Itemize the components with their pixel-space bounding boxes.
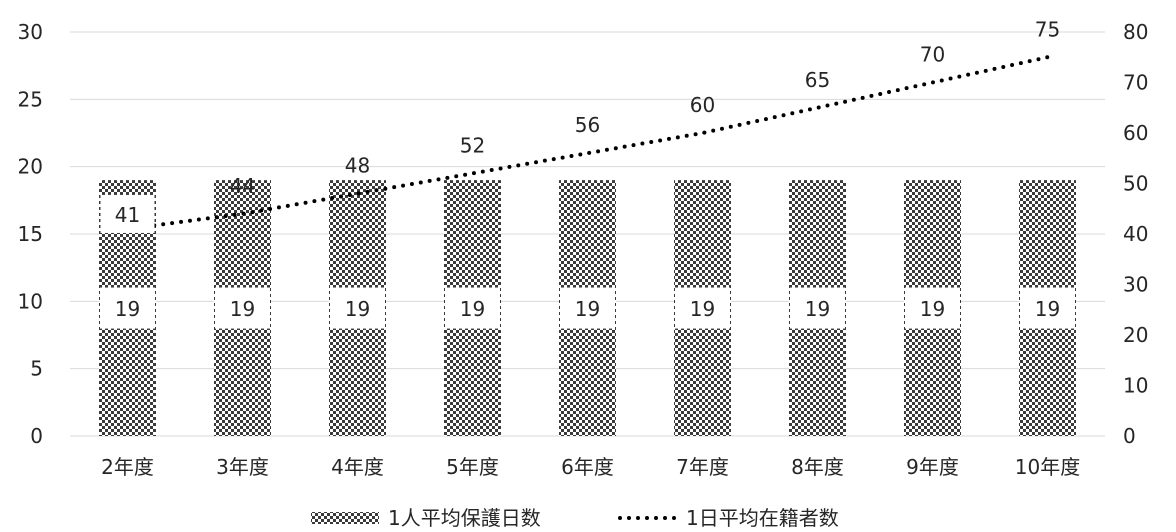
- legend: 1人平均保護日数 1日平均在籍者数: [311, 506, 839, 530]
- bar-data-label: 19: [460, 297, 485, 321]
- y-left-tick-label: 5: [30, 357, 43, 381]
- line-point: [472, 172, 473, 174]
- line-data-label: 56: [575, 113, 600, 137]
- legend-swatch-bar: [311, 512, 379, 524]
- x-tick-label: 4年度: [331, 455, 384, 479]
- bar-series: 19 19 19 19 19 19 19 19 19: [99, 180, 1076, 436]
- bar-label-box: [330, 287, 385, 329]
- y-right-tick-label: 60: [1123, 121, 1148, 145]
- bar-data-label: 19: [690, 297, 715, 321]
- line-data-label: 65: [805, 68, 830, 92]
- x-tick-label: 10年度: [1015, 455, 1080, 479]
- y-left-tick-label: 20: [18, 155, 43, 179]
- line-point: [1047, 56, 1048, 58]
- bar-label-box: [445, 287, 500, 329]
- y-right-tick-label: 70: [1123, 71, 1148, 95]
- y-left-tick-label: 10: [18, 289, 43, 313]
- bar-data-label: 19: [805, 297, 830, 321]
- line-data-label: 60: [690, 93, 715, 117]
- y-right-tick-label: 10: [1123, 374, 1148, 398]
- x-tick-label: 6年度: [561, 455, 614, 479]
- y-right-tick-label: 50: [1123, 172, 1148, 196]
- line-series: 41 44 48 52 56 60 65 70 75: [100, 17, 1060, 233]
- bar-label-box: [790, 287, 845, 329]
- line-point: [587, 152, 588, 154]
- line-data-label: 52: [460, 133, 485, 157]
- bar-label-box: [675, 287, 730, 329]
- y-left-tick-label: 0: [30, 424, 43, 448]
- y-left-tick-label: 25: [18, 87, 43, 111]
- x-tick-label: 7年度: [676, 455, 729, 479]
- left-axis-ticks: 0 5 10 15 20 25 30: [18, 20, 43, 448]
- x-axis-ticks: 2年度 3年度 4年度 5年度 6年度 7年度 8年度 9年度 10年度: [101, 455, 1080, 479]
- line-point: [932, 82, 933, 83]
- line-point: [242, 213, 243, 215]
- y-left-tick-label: 30: [18, 20, 43, 44]
- bar-data-label: 19: [345, 297, 370, 321]
- line-point: [702, 132, 703, 134]
- bar-data-label: 19: [115, 297, 140, 321]
- x-tick-label: 2年度: [101, 455, 154, 479]
- right-axis-ticks: 0 10 20 30 40 50 60 70 80: [1123, 20, 1148, 448]
- line-data-label: 41: [115, 203, 140, 227]
- line-data-label: 48: [345, 154, 370, 178]
- bar-data-label: 19: [920, 297, 945, 321]
- y-right-tick-label: 20: [1123, 323, 1148, 347]
- line-label-box: [100, 194, 155, 233]
- line-data-label: 75: [1035, 17, 1060, 41]
- legend-label-line: 1日平均在籍者数: [686, 506, 839, 530]
- y-right-tick-label: 80: [1123, 20, 1148, 44]
- x-tick-label: 8年度: [791, 455, 844, 479]
- y-right-tick-label: 0: [1123, 424, 1136, 448]
- y-right-tick-label: 40: [1123, 222, 1148, 246]
- bar-label-box: [1020, 287, 1075, 329]
- x-tick-label: 9年度: [906, 455, 959, 479]
- bar-data-label: 19: [575, 297, 600, 321]
- legend-label-bar: 1人平均保護日数: [388, 506, 541, 530]
- y-right-tick-label: 30: [1123, 273, 1148, 297]
- bar-data-label: 19: [230, 297, 255, 321]
- x-tick-label: 5年度: [446, 455, 499, 479]
- bar-data-label: 19: [1035, 297, 1060, 321]
- bar-label-box: [905, 287, 960, 329]
- bar-label-box: [215, 287, 270, 329]
- line-point: [357, 193, 358, 195]
- x-tick-label: 3年度: [216, 455, 269, 479]
- bar-label-box: [560, 287, 615, 329]
- y-left-tick-label: 15: [18, 222, 43, 246]
- line-data-label: 44: [230, 174, 255, 198]
- bar-label-box: [100, 287, 155, 329]
- line-point: [817, 107, 818, 109]
- line-data-label: 70: [920, 43, 945, 67]
